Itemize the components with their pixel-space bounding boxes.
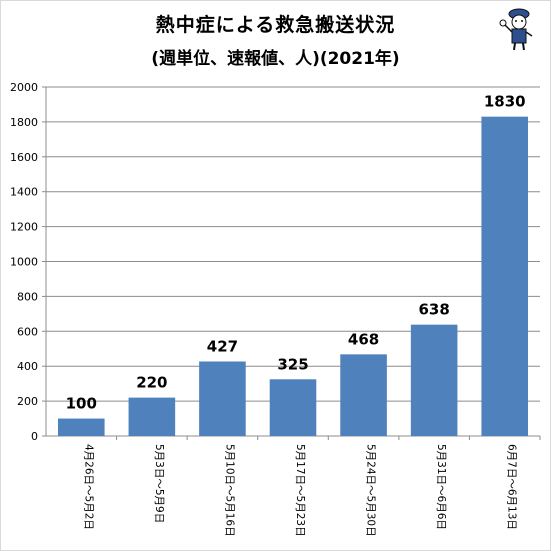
y-tick-label: 1600	[10, 151, 38, 164]
y-tick-label: 1400	[10, 186, 38, 199]
y-tick-label: 800	[17, 290, 38, 303]
gridlines	[46, 86, 540, 437]
y-tick-label: 600	[17, 325, 38, 338]
data-label: 220	[136, 374, 167, 392]
data-label: 468	[348, 330, 379, 348]
data-label: 325	[277, 355, 308, 373]
x-tick-label: 5月10日〜5月16日	[223, 444, 235, 537]
bar	[199, 361, 246, 436]
x-tick-label: 5月31日〜6月6日	[435, 444, 447, 530]
x-tick-label: 5月17日〜5月23日	[294, 444, 306, 537]
bars	[57, 116, 529, 436]
data-labels: 100 220 427 325 468 638 1830	[66, 93, 526, 413]
y-tick-label: 0	[31, 430, 38, 443]
chart-title: 熱中症による救急搬送状況	[155, 14, 396, 36]
x-tick-labels: 4月26日〜5月2日 5月3日〜5月9日 5月10日〜5月16日 5月17日〜5月23…	[82, 444, 517, 537]
chart-subtitle: (週単位、速報値、人)(2021年)	[151, 49, 400, 69]
x-tick-label: 5月3日〜5月9日	[153, 444, 165, 523]
y-tick-label: 2000	[10, 81, 38, 94]
data-label: 638	[418, 301, 449, 319]
bar	[340, 354, 387, 436]
x-tick-label: 5月24日〜5月30日	[365, 444, 377, 537]
y-tick-label: 1000	[10, 256, 38, 269]
y-tick-label: 1800	[10, 116, 38, 129]
x-tick-label: 4月26日〜5月2日	[82, 444, 94, 530]
y-tick-labels: 0 200 400 600 800 1000 1200 1400 1600 1800 2000	[10, 81, 38, 443]
data-label: 100	[66, 395, 97, 413]
x-tick-label: 6月7日〜6月13日	[506, 444, 518, 530]
y-tick-label: 400	[17, 360, 38, 373]
y-tick-label: 200	[17, 395, 38, 408]
data-label: 427	[207, 337, 238, 355]
bar	[128, 397, 176, 436]
bar	[57, 418, 105, 436]
bar	[269, 379, 317, 436]
bar	[410, 324, 458, 436]
y-tick-label: 1200	[10, 221, 38, 234]
mascot-icon	[499, 8, 533, 51]
data-label: 1830	[484, 93, 526, 111]
bar	[481, 116, 529, 436]
